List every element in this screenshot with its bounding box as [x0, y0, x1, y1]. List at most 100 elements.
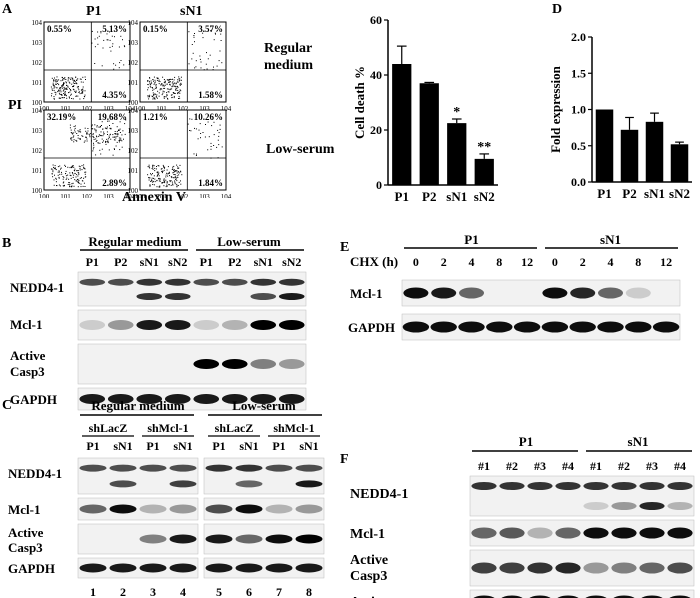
flow-event-dot: [98, 126, 100, 128]
band: [471, 527, 497, 539]
flow-event-dot: [113, 139, 115, 141]
band: [79, 563, 107, 573]
flow-event-dot: [208, 136, 210, 138]
flow-event-dot: [147, 80, 149, 82]
flow-event-dot: [163, 87, 165, 89]
flow-event-dot: [54, 77, 55, 79]
flow-event-dot: [151, 179, 153, 181]
flow-event-dot: [84, 173, 86, 175]
flow-event-dot: [114, 136, 116, 138]
flow-event-dot: [92, 133, 94, 135]
flow-event-dot: [70, 79, 72, 80]
flow-event-dot: [150, 83, 152, 85]
flow-event-dot: [58, 79, 60, 81]
flow-event-dot: [63, 83, 64, 85]
flow-event-dot: [206, 52, 207, 54]
x-tick-label: 102: [178, 105, 189, 113]
flow-event-dot: [176, 172, 178, 174]
flow-plot-frame: [43, 21, 131, 103]
flow-event-dot: [80, 89, 82, 91]
y-tick-label: 103: [128, 127, 139, 135]
flow-event-dot: [60, 80, 62, 82]
flow-event-dot: [215, 33, 216, 35]
flow-event-dot: [152, 98, 154, 100]
flow-event-dot: [150, 180, 152, 182]
significance-mark: **: [477, 140, 491, 155]
flow-event-dot: [155, 93, 156, 95]
flow-event-dot: [100, 125, 101, 127]
band: [235, 480, 263, 488]
band: [79, 320, 106, 330]
flow-event-dot: [158, 186, 160, 188]
flow-event-dot: [163, 96, 165, 98]
flow-event-dot: [175, 178, 177, 180]
flow-event-dot: [113, 148, 115, 150]
flow-event-dot: [170, 184, 172, 186]
flow-event-dot: [86, 140, 88, 142]
flow-event-dot: [78, 182, 80, 184]
y-tick-label: 20: [370, 123, 382, 137]
flow-event-dot: [84, 90, 86, 92]
band: [250, 359, 277, 369]
x-tick-label: 102: [178, 193, 189, 198]
flow-event-dot: [93, 144, 95, 146]
flow-event-dot: [72, 78, 74, 80]
flow-event-dot: [218, 60, 220, 62]
flow-event-dot: [200, 67, 202, 69]
flow-event-dot: [57, 166, 59, 168]
flow-event-dot: [162, 170, 164, 172]
flow-event-dot: [96, 125, 98, 127]
flow-event-dot: [187, 123, 189, 125]
flow-event-dot: [73, 139, 75, 141]
flow-event-dot: [85, 171, 87, 173]
panel-letter-e: E: [340, 240, 350, 255]
flow-event-dot: [151, 177, 153, 179]
flow-event-dot: [74, 168, 76, 170]
flow-event-dot: [98, 142, 100, 144]
flow-event-dot: [160, 168, 162, 170]
quadrant-upper-right-percent: 19.68%: [98, 112, 127, 122]
flow-event-dot: [85, 136, 86, 138]
flow-event-dot: [79, 78, 81, 80]
lane-label: P1: [200, 255, 213, 269]
flow-event-dot: [178, 181, 180, 183]
y-tick-label: 0.0: [571, 175, 586, 189]
flow-event-dot: [101, 148, 103, 150]
flow-event-dot: [97, 37, 99, 39]
flow-event-dot: [78, 182, 80, 184]
flow-event-dot: [173, 79, 175, 81]
flow-event-dot: [60, 97, 62, 99]
flow-event-dot: [117, 130, 119, 131]
flow-event-dot: [71, 167, 72, 169]
bar-p2: [419, 83, 439, 185]
flow-event-dot: [164, 84, 166, 86]
flow-event-dot: [114, 139, 116, 141]
flow-event-dot: [170, 94, 172, 96]
flow-event-dot: [181, 174, 183, 176]
flow-event-dot: [169, 82, 171, 84]
flow-event-dot: [162, 92, 164, 94]
flow-event-dot: [69, 167, 71, 169]
flow-event-dot: [75, 95, 77, 97]
flow-event-dot: [69, 124, 71, 126]
flow-event-dot: [174, 170, 175, 172]
lane-label: #3: [534, 459, 546, 473]
flow-event-dot: [97, 142, 99, 144]
band: [139, 563, 167, 573]
flow-event-dot: [216, 146, 218, 148]
band: [430, 321, 457, 333]
flow-event-dot: [80, 81, 82, 83]
flow-event-dot: [76, 86, 78, 88]
row-label-mcl-1: Mcl-1: [10, 317, 42, 332]
flow-event-dot: [111, 45, 113, 47]
quadrant-lower-right-percent: 1.58%: [198, 90, 223, 100]
flow-event-dot: [75, 139, 77, 141]
flow-event-dot: [81, 180, 83, 182]
flow-event-dot: [98, 135, 100, 137]
flow-event-dot: [113, 68, 115, 70]
flow-event-dot: [78, 91, 80, 93]
band: [278, 394, 305, 404]
blot-strip-0: [77, 271, 307, 307]
flow-event-dot: [59, 93, 61, 95]
flow-event-dot: [105, 127, 107, 129]
